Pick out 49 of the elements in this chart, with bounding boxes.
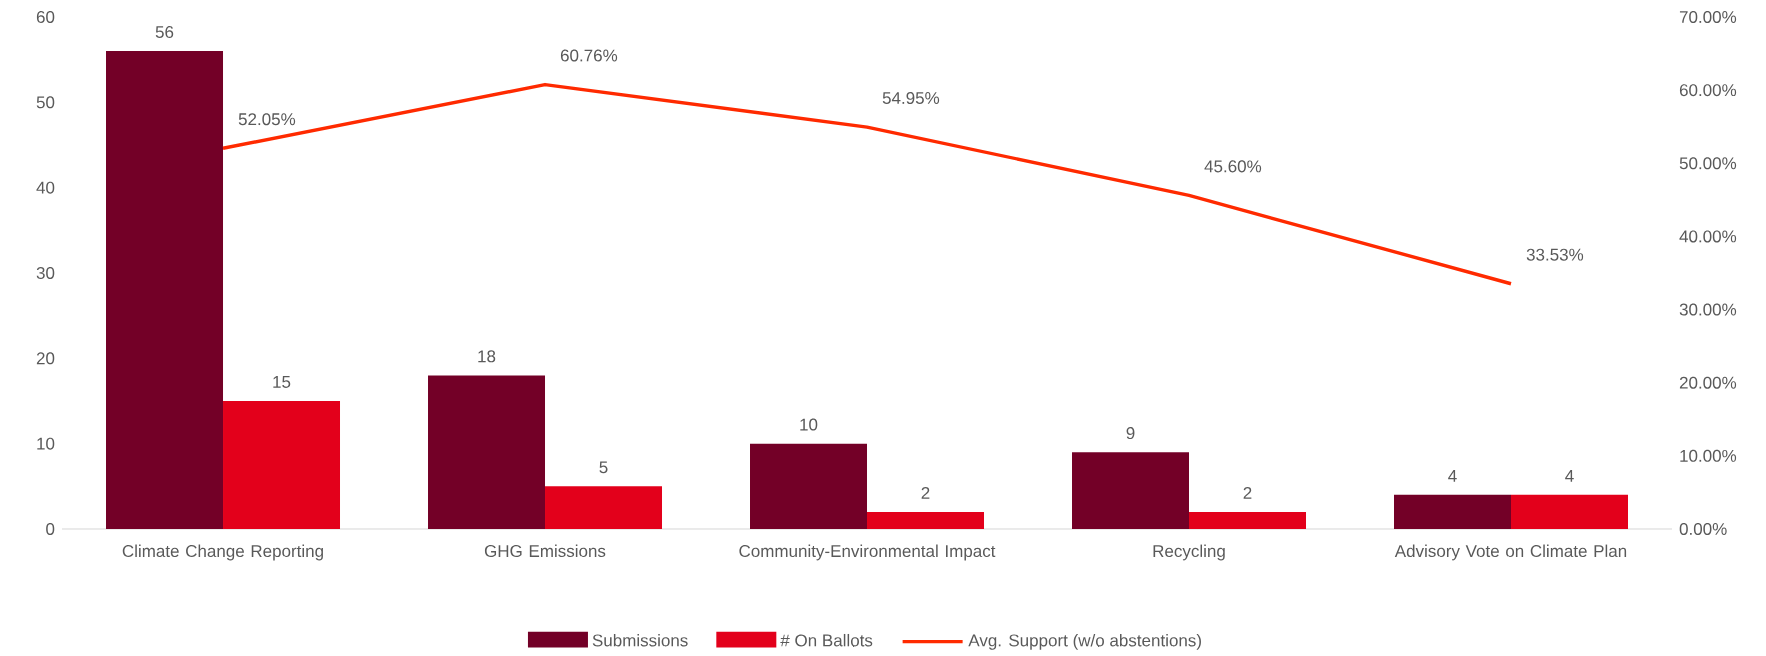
data-label: 52.05%: [238, 113, 296, 126]
bar: [428, 375, 546, 529]
y2-tick-label: 10.00%: [1680, 449, 1737, 462]
line-series: [221, 82, 1513, 286]
y2-tick-label: 0.00%: [1679, 522, 1727, 535]
data-label: 10: [800, 418, 818, 431]
data-label: 15: [273, 376, 291, 388]
y2-tick-label: 60.00%: [1679, 84, 1737, 97]
y-tick-label: 0: [46, 522, 55, 535]
bar: [106, 51, 224, 529]
y-tick-label: 30: [36, 266, 55, 279]
bar: [1511, 494, 1629, 529]
y-tick-label: 50: [36, 96, 55, 109]
data-label: 4: [1565, 470, 1574, 482]
x-tick-label: Advisory Vote on Climate Plan: [1394, 544, 1627, 561]
y2-tick-label: 20.00%: [1679, 376, 1737, 389]
data-label: 56: [155, 26, 174, 39]
y2-tick-label: 30.00%: [1679, 303, 1737, 316]
legend-label: # On Ballots: [780, 633, 873, 647]
y2-tick-label: 40.00%: [1679, 230, 1737, 243]
data-label: 45.60%: [1204, 160, 1262, 173]
data-label: 2: [1243, 486, 1252, 499]
y2-tick-label: 70.00%: [1679, 10, 1737, 23]
y-tick-label: 10: [37, 437, 55, 450]
y2-tick-label: 50.00%: [1679, 157, 1737, 170]
data-label: 33.53%: [1526, 248, 1584, 261]
data-label: 4: [1448, 470, 1457, 482]
data-label: 5: [599, 461, 608, 474]
y-tick-label: 20: [36, 352, 55, 365]
y-tick-label: 60: [36, 10, 55, 23]
bar: [867, 511, 984, 529]
bar: [750, 443, 868, 529]
bar: [223, 400, 341, 529]
data-label: 60.76%: [560, 49, 618, 62]
bar: [1072, 452, 1189, 529]
y-tick-label: 40: [36, 181, 55, 194]
x-tick-label: Climate Change Reporting: [122, 544, 323, 561]
bar: [1394, 494, 1511, 529]
legend-label: Submissions: [592, 633, 688, 647]
data-label: 2: [921, 486, 930, 499]
x-tick-label: Recycling: [1153, 544, 1225, 561]
data-label: 9: [1126, 427, 1135, 440]
data-label: 54.95%: [882, 91, 940, 104]
x-tick-label: GHG Emissions: [484, 544, 606, 558]
bar: [1189, 511, 1306, 529]
bar: [545, 486, 663, 529]
x-tick-label: Community-Environmental Impact: [739, 544, 996, 561]
legend-label: Avg. Support (w/o abstentions): [968, 633, 1201, 650]
data-label: 18: [478, 350, 496, 363]
